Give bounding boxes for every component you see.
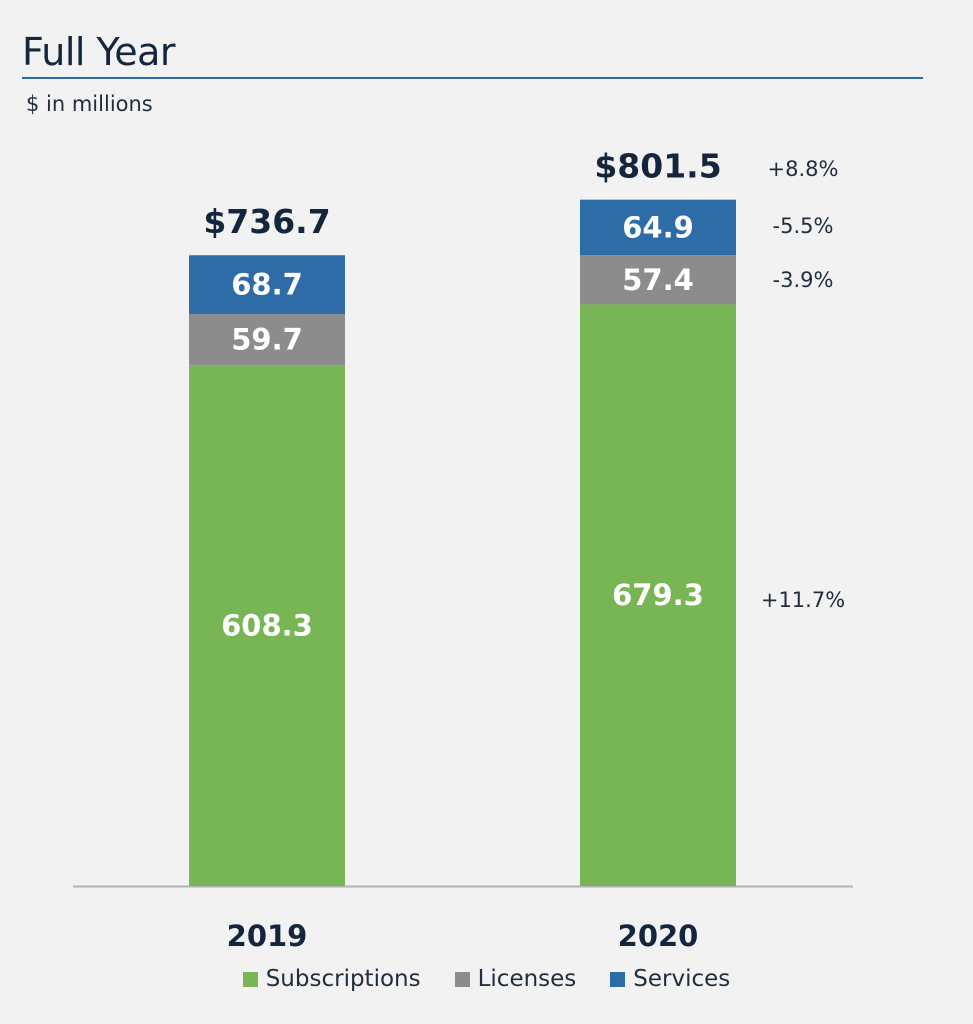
legend: Subscriptions Licenses Services <box>0 966 973 992</box>
legend-label-services: Services <box>633 966 731 992</box>
growth-label-subscriptions: +11.7% <box>761 588 845 612</box>
legend-label-subscriptions: Subscriptions <box>265 966 421 992</box>
data-label-services-2020: 64.9 <box>622 210 694 244</box>
data-label-subscriptions-2019: 608.3 <box>221 609 313 643</box>
stacked-bar-chart: 608.3 59.7 68.7 $736.7 2019 679.3 57.4 64.9 $801… <box>73 147 853 953</box>
bar-licenses-2019 <box>189 314 345 366</box>
growth-label-total: +8.8% <box>768 157 839 181</box>
legend-swatch-subscriptions <box>242 971 258 987</box>
total-label-2019: $736.7 <box>203 202 330 241</box>
chart-title: Full Year <box>22 30 176 74</box>
legend-item-licenses: Licenses <box>454 966 577 992</box>
data-label-services-2019: 68.7 <box>231 268 303 302</box>
growth-label-services: -5.5% <box>773 214 834 238</box>
legend-swatch-licenses <box>454 971 470 987</box>
title-rule <box>22 77 923 79</box>
data-label-licenses-2019: 59.7 <box>231 323 303 357</box>
legend-label-licenses: Licenses <box>477 966 577 992</box>
bar-licenses-2020 <box>580 255 736 305</box>
x-tick-label-2020: 2020 <box>618 919 699 953</box>
bar-services-2020 <box>580 199 736 256</box>
legend-item-subscriptions: Subscriptions <box>242 966 421 992</box>
legend-swatch-services <box>610 971 626 987</box>
chart-subtitle: $ in millions <box>26 92 153 116</box>
growth-label-licenses: -3.9% <box>773 268 834 292</box>
bar-services-2019 <box>189 255 345 315</box>
total-label-2020: $801.5 <box>594 147 721 186</box>
data-label-licenses-2020: 57.4 <box>622 263 694 297</box>
data-label-subscriptions-2020: 679.3 <box>612 578 704 612</box>
x-tick-label-2019: 2019 <box>227 919 308 953</box>
bar-subscriptions-2020 <box>580 304 736 887</box>
legend-item-services: Services <box>610 966 730 992</box>
bar-subscriptions-2019 <box>189 365 345 886</box>
